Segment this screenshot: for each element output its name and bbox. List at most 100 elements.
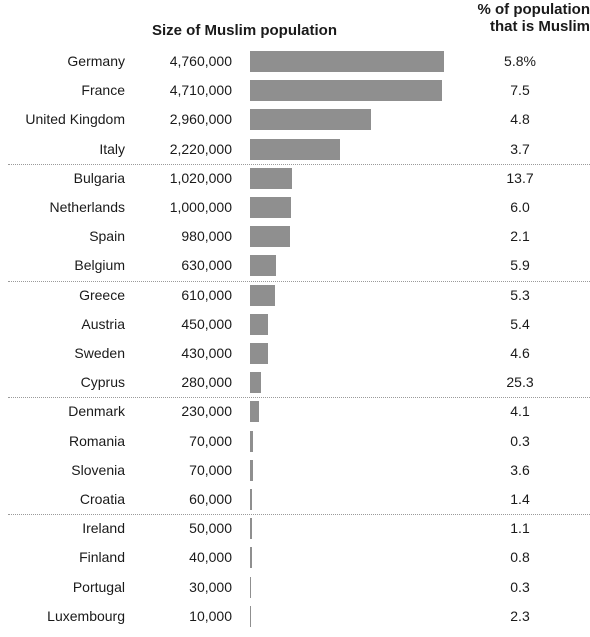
table-row: United Kingdom 2,960,000 4.8 bbox=[0, 105, 590, 134]
country-label: Austria bbox=[81, 315, 125, 332]
population-count-label: 430,000 bbox=[181, 345, 232, 361]
table-row: Sweden 430,000 4.6 bbox=[0, 339, 590, 368]
percent-muslim-label: 25.3 bbox=[506, 374, 534, 391]
population-bar bbox=[250, 459, 253, 481]
country-label: Slovenia bbox=[71, 461, 125, 478]
population-bar bbox=[250, 605, 251, 627]
country-label: Italy bbox=[99, 140, 125, 157]
table-row: Netherlands 1,000,000 6.0 bbox=[0, 193, 590, 222]
population-bar bbox=[250, 138, 341, 160]
population-bar bbox=[250, 489, 253, 510]
table-row: Luxembourg 10,000 2.3 bbox=[0, 602, 590, 631]
percent-muslim-label: 5.8% bbox=[504, 53, 536, 69]
country-label: Romania bbox=[68, 432, 125, 449]
population-bar bbox=[250, 576, 252, 598]
population-bar bbox=[250, 197, 291, 218]
table-row: Romania 70,000 0.3 bbox=[0, 427, 590, 456]
percent-muslim-label: 4.6 bbox=[510, 345, 530, 361]
table-row: Bulgaria 1,020,000 13.7 bbox=[0, 164, 590, 193]
population-count-label: 40,000 bbox=[189, 549, 232, 566]
table-row: Finland 40,000 0.8 bbox=[0, 543, 590, 572]
population-count-label: 1,020,000 bbox=[169, 169, 232, 186]
percent-muslim-label: 0.8 bbox=[510, 549, 530, 566]
percent-muslim-label: 1.4 bbox=[510, 491, 530, 507]
country-label: Belgium bbox=[74, 257, 125, 274]
population-bar bbox=[250, 284, 275, 306]
table-row: Portugal 30,000 0.3 bbox=[0, 573, 590, 602]
table-row: Cyprus 280,000 25.3 bbox=[0, 368, 590, 397]
population-bar bbox=[250, 372, 262, 394]
country-label: Sweden bbox=[74, 345, 125, 361]
table-row: Greece 610,000 5.3 bbox=[0, 281, 590, 310]
percent-muslim-label: 0.3 bbox=[510, 432, 530, 449]
percent-muslim-label: 2.3 bbox=[510, 607, 530, 624]
population-count-label: 4,710,000 bbox=[169, 82, 232, 99]
population-bar bbox=[250, 80, 442, 102]
population-count-label: 50,000 bbox=[189, 520, 232, 537]
population-count-label: 1,000,000 bbox=[169, 199, 232, 215]
country-label: Greece bbox=[79, 286, 125, 303]
percent-muslim-label: 7.5 bbox=[510, 82, 530, 99]
population-bar bbox=[250, 109, 371, 131]
population-count-label: 30,000 bbox=[189, 578, 232, 595]
group-divider bbox=[8, 397, 590, 399]
group-divider bbox=[8, 280, 590, 282]
percent-muslim-label: 3.6 bbox=[510, 461, 530, 478]
percent-column-header: % of population that is Muslim bbox=[440, 1, 590, 35]
table-row: Slovenia 70,000 3.6 bbox=[0, 456, 590, 485]
percent-header-line-2: that is Muslim bbox=[489, 18, 590, 35]
population-bar bbox=[250, 401, 260, 423]
population-bar bbox=[250, 167, 292, 189]
group-divider bbox=[8, 514, 590, 516]
country-label: Germany bbox=[67, 53, 125, 69]
population-bar bbox=[250, 430, 253, 452]
population-bar bbox=[250, 343, 268, 364]
population-bar bbox=[250, 226, 290, 248]
table-row: Ireland 50,000 1.1 bbox=[0, 514, 590, 543]
table-row: Italy 2,220,000 3.7 bbox=[0, 135, 590, 164]
country-label: Netherlands bbox=[49, 199, 126, 215]
population-count-label: 280,000 bbox=[181, 374, 232, 391]
percent-muslim-label: 5.4 bbox=[510, 315, 530, 332]
percent-muslim-label: 4.8 bbox=[510, 111, 530, 128]
country-label: Luxembourg bbox=[47, 607, 125, 624]
population-count-label: 230,000 bbox=[181, 403, 232, 420]
population-count-label: 2,960,000 bbox=[169, 111, 232, 128]
country-label: United Kingdom bbox=[25, 111, 125, 128]
population-count-label: 2,220,000 bbox=[169, 140, 232, 157]
percent-muslim-label: 0.3 bbox=[510, 578, 530, 595]
percent-muslim-label: 3.7 bbox=[510, 140, 530, 157]
group-divider bbox=[8, 163, 590, 165]
table-row: Austria 450,000 5.4 bbox=[0, 310, 590, 339]
population-count-label: 630,000 bbox=[181, 257, 232, 274]
population-count-label: 610,000 bbox=[181, 286, 232, 303]
table-row: Croatia 60,000 1.4 bbox=[0, 485, 590, 514]
percent-muslim-label: 5.9 bbox=[510, 257, 530, 274]
population-bar bbox=[250, 255, 276, 277]
population-count-label: 70,000 bbox=[189, 432, 232, 449]
country-label: Denmark bbox=[68, 403, 125, 420]
percent-header-line-1: % of population bbox=[477, 1, 590, 18]
population-bar bbox=[250, 518, 253, 540]
country-label: Bulgaria bbox=[73, 169, 125, 186]
table-row: France 4,710,000 7.5 bbox=[0, 76, 590, 105]
population-count-label: 4,760,000 bbox=[169, 53, 232, 69]
country-label: Croatia bbox=[79, 491, 125, 507]
percent-muslim-label: 6.0 bbox=[510, 199, 530, 215]
size-column-header: Size of Muslim population bbox=[152, 22, 337, 39]
table-row: Germany 4,760,000 5.8% bbox=[0, 47, 590, 76]
population-bar bbox=[250, 51, 444, 72]
population-count-label: 60,000 bbox=[189, 491, 232, 507]
country-label: Spain bbox=[89, 228, 125, 245]
table-row: Denmark 230,000 4.1 bbox=[0, 397, 590, 426]
population-count-label: 70,000 bbox=[189, 461, 232, 478]
population-count-label: 450,000 bbox=[181, 315, 232, 332]
percent-muslim-label: 2.1 bbox=[510, 228, 530, 245]
country-label: Cyprus bbox=[80, 374, 125, 391]
table-row: Spain 980,000 2.1 bbox=[0, 222, 590, 251]
population-bar bbox=[250, 547, 252, 569]
table-row: Belgium 630,000 5.9 bbox=[0, 251, 590, 280]
population-count-label: 10,000 bbox=[189, 607, 232, 624]
country-label: Ireland bbox=[82, 520, 125, 537]
